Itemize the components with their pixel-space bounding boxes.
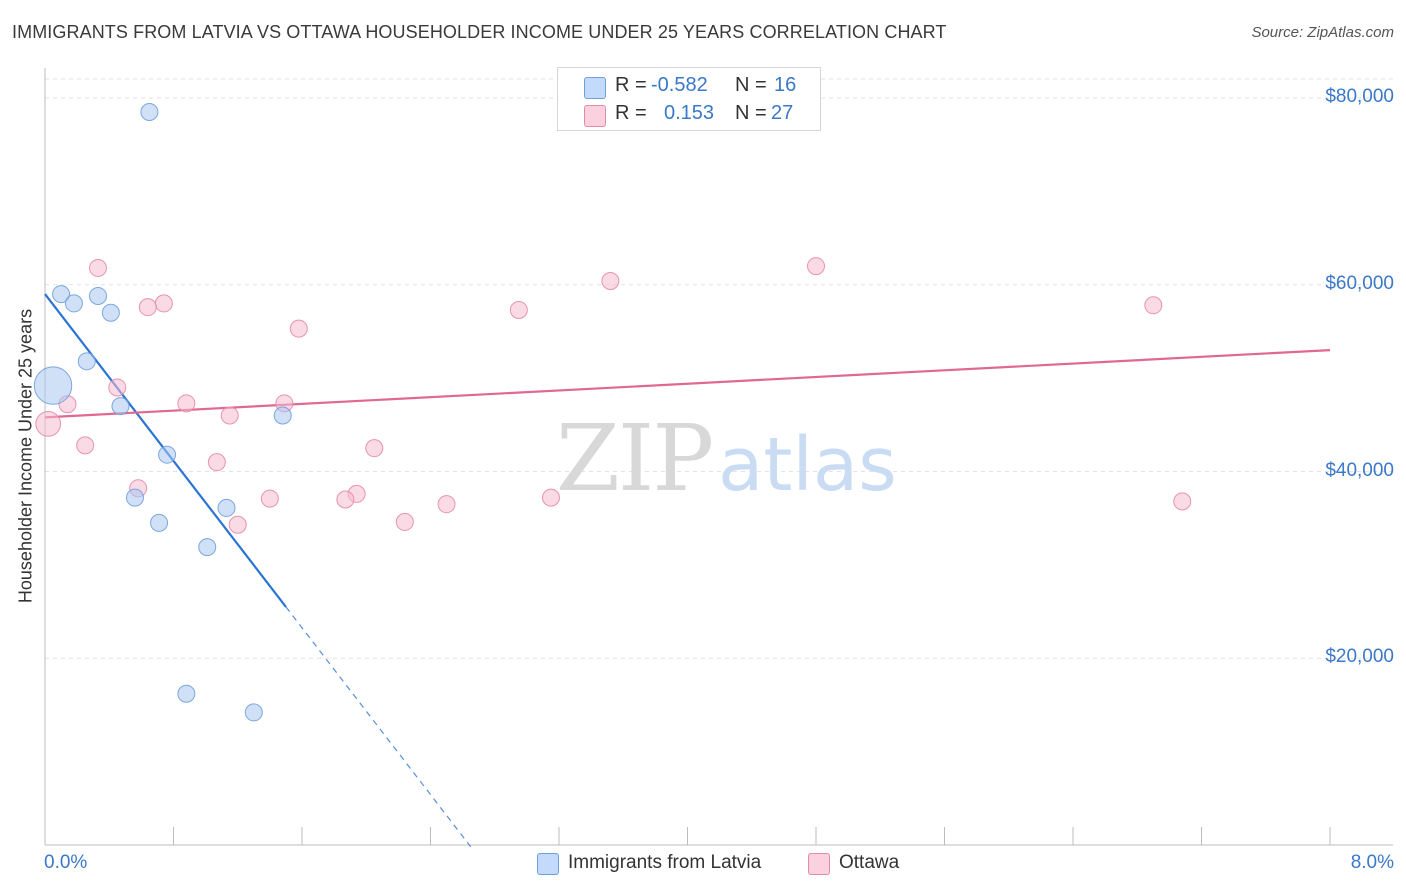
- latvia-point: [125, 488, 144, 507]
- legend-label-ottawa: Ottawa: [839, 852, 900, 873]
- ottawa-point: [437, 495, 456, 514]
- stats-n-label: N =: [735, 74, 767, 96]
- ottawa-point: [365, 439, 384, 458]
- stats-n-value: 27: [771, 102, 794, 124]
- latvia-point: [77, 352, 96, 371]
- latvia-point: [177, 684, 196, 703]
- ottawa-point: [807, 257, 825, 276]
- latvia-point: [244, 703, 263, 722]
- stats-row-ottawa: R = 0.153 N = 27: [558, 101, 820, 129]
- x-tick-label-max: 8.0%: [1350, 852, 1394, 873]
- ottawa-point: [138, 298, 157, 317]
- ottawa-point: [154, 294, 173, 313]
- latvia-point: [150, 513, 169, 532]
- latvia-point: [52, 285, 71, 304]
- ottawa-point: [1144, 296, 1163, 315]
- chart-title: IMMIGRANTS FROM LATVIA VS OTTAWA HOUSEHO…: [12, 22, 947, 42]
- latvia-point: [140, 103, 159, 122]
- trend-line-1: [44, 349, 1331, 419]
- stats-swatch-ottawa: [584, 105, 606, 127]
- stats-r-value: 0.153: [664, 102, 715, 124]
- ottawa-point: [601, 272, 620, 291]
- latvia-point: [89, 286, 108, 305]
- chart-source: Source: ZipAtlas.com: [1251, 24, 1394, 41]
- ottawa-point: [76, 436, 95, 455]
- legend-swatch-ottawa: [808, 853, 830, 875]
- ottawa-point: [289, 319, 308, 338]
- ottawa-point: [89, 258, 108, 277]
- ottawa-point: [228, 515, 247, 534]
- stats-r-label: R =: [615, 102, 647, 124]
- stats-row-latvia: R = -0.582 N = 16: [558, 73, 820, 101]
- ottawa-point: [509, 300, 528, 319]
- legend-swatch-latvia: [537, 853, 559, 875]
- y-tick-label: $60,000: [1325, 272, 1394, 294]
- ottawa-point: [35, 411, 62, 437]
- watermark-atlas: atlas: [718, 422, 897, 508]
- ottawa-point: [108, 378, 127, 397]
- ottawa-point: [220, 406, 239, 425]
- legend-label-latvia: Immigrants from Latvia: [568, 852, 762, 873]
- latvia-point: [217, 498, 236, 517]
- latvia-point: [198, 538, 217, 557]
- ottawa-point: [541, 488, 560, 507]
- y-tick-label: $40,000: [1325, 459, 1394, 481]
- latvia-point: [273, 406, 292, 425]
- stats-r-value: -0.582: [651, 74, 708, 96]
- latvia-point: [33, 366, 73, 405]
- ottawa-point: [336, 490, 355, 509]
- ottawa-point: [177, 394, 196, 413]
- watermark-zip: ZIP: [556, 405, 712, 512]
- ottawa-point: [207, 453, 226, 472]
- trend-line-extension-0: [285, 606, 472, 848]
- latvia-point: [64, 294, 83, 313]
- stats-swatch-latvia: [584, 77, 606, 99]
- stats-box: R = -0.582 N = 16 R = 0.153 N = 27: [557, 67, 821, 131]
- y-tick-label: $20,000: [1325, 646, 1394, 668]
- latvia-point: [101, 303, 120, 322]
- x-tick-label-min: 0.0%: [44, 852, 88, 873]
- legend: Immigrants from Latvia Ottawa: [0, 851, 1406, 879]
- latvia-point: [158, 445, 177, 464]
- ottawa-point: [260, 489, 279, 508]
- ottawa-point: [1173, 492, 1192, 511]
- y-tick-label: $80,000: [1325, 86, 1394, 107]
- stats-r-label: R =: [615, 74, 647, 96]
- y-axis-label: Householder Income Under 25 years: [15, 308, 36, 604]
- ottawa-point: [395, 512, 414, 531]
- latvia-point: [111, 397, 130, 416]
- stats-n-value: 16: [774, 74, 797, 96]
- stats-n-label: N =: [735, 102, 767, 124]
